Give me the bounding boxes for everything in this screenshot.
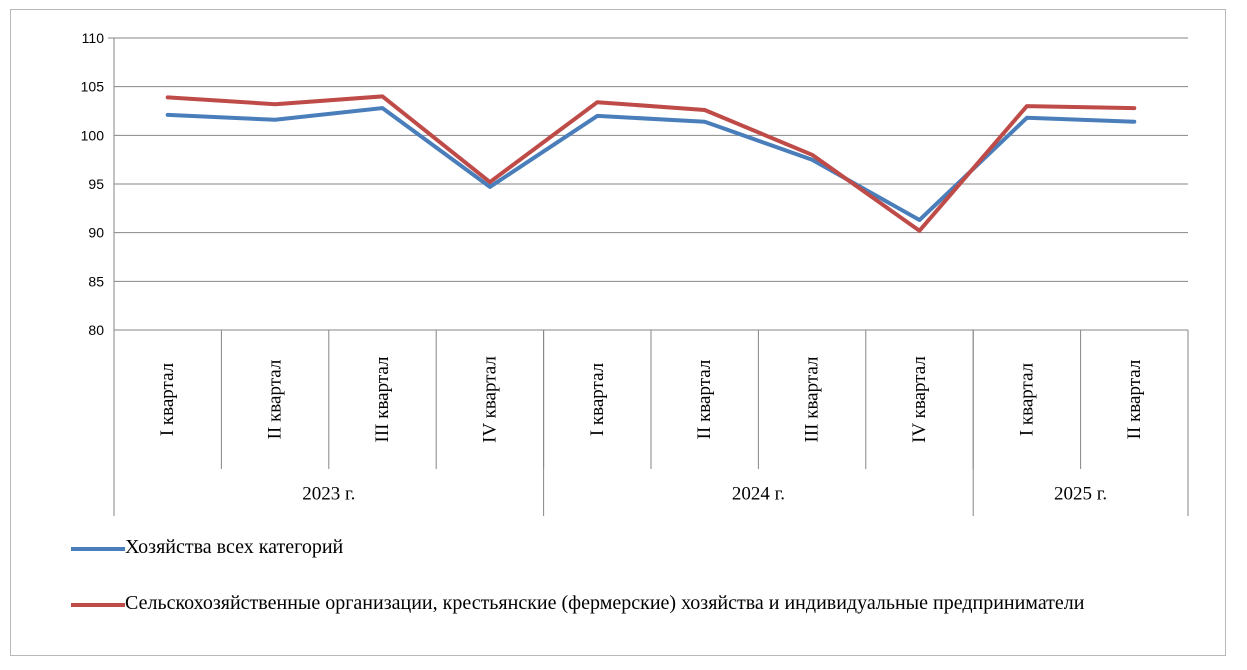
series-line-1 xyxy=(165,106,1137,222)
series-line-2 xyxy=(165,94,1137,233)
year-group-labels: 2023 г. 2024 г. 2025 г. xyxy=(302,484,1107,505)
legend-swatch-series-2 xyxy=(71,603,125,607)
x-tick-label: I квартал xyxy=(1016,362,1037,436)
y-tick-label: 110 xyxy=(82,30,105,46)
legend-label-series-2: Сельскохозяйственные организации, кресть… xyxy=(125,592,1085,614)
y-tick-label: 95 xyxy=(88,176,104,192)
x-tick-label: IV квартал xyxy=(909,356,930,443)
x-tick-label: I квартал xyxy=(587,362,608,436)
year-group-label: 2024 г. xyxy=(732,484,785,505)
x-tick-label: IV квартал xyxy=(479,356,500,443)
line-chart: 80 85 90 95 100 105 110 I квартал II квартал III… xyxy=(81,30,1189,516)
x-tick-label: III квартал xyxy=(372,356,393,443)
year-group-label: 2023 г. xyxy=(302,484,355,505)
y-tick-label: 100 xyxy=(81,127,105,143)
y-tick-label: 105 xyxy=(81,79,105,95)
series-lines xyxy=(165,94,1137,233)
y-tick-label: 80 xyxy=(88,322,104,338)
x-tick-label: II квартал xyxy=(265,359,286,439)
x-tick-label: III квартал xyxy=(802,356,823,443)
x-tick-label: II квартал xyxy=(694,359,715,439)
axes xyxy=(108,37,1189,516)
x-tick-label: I квартал xyxy=(157,362,178,436)
legend-item-series-2: Сельскохозяйственные организации, кресть… xyxy=(71,591,1215,616)
legend-label-series-1: Хозяйства всех категорий xyxy=(125,536,344,558)
legend-swatch-series-1 xyxy=(71,547,125,551)
legend-item-series-1: Хозяйства всех категорий xyxy=(71,535,1215,560)
year-group-label: 2025 г. xyxy=(1054,484,1107,505)
x-tick-label: II квартал xyxy=(1124,359,1145,439)
y-tick-label: 90 xyxy=(88,225,104,241)
y-tick-label: 85 xyxy=(88,273,104,289)
chart-frame: 80 85 90 95 100 105 110 I квартал II квартал III… xyxy=(10,9,1226,656)
grid-lines xyxy=(114,37,1188,331)
y-tick-labels: 80 85 90 95 100 105 110 xyxy=(81,30,105,338)
x-tick-labels: I квартал II квартал III квартал IV квартал… xyxy=(157,356,1145,443)
